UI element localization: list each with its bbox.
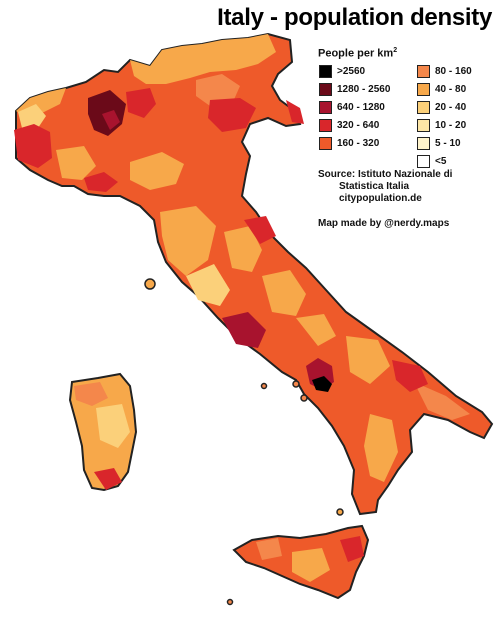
- marche-region: [244, 216, 276, 244]
- ischia-island: [292, 380, 300, 388]
- legend-item-empty: [319, 155, 417, 168]
- source-line-3: citypopulation.de: [339, 193, 422, 204]
- legend-label: 80 - 160: [435, 66, 472, 77]
- abruzzo-region: [262, 270, 306, 316]
- capri-island: [300, 394, 308, 402]
- legend: >2560 80 - 160 1280 - 2560 40 - 80 640 -…: [319, 65, 494, 168]
- veneto-region: [208, 98, 256, 132]
- salento-region: [414, 382, 470, 420]
- sicily-center-region: [292, 548, 330, 582]
- sardinia-center-region: [96, 404, 130, 448]
- source-note: Source: Istituto Nazionale di Statistica…: [318, 169, 493, 205]
- aeolian-island: [336, 508, 344, 516]
- legend-item: 10 - 20: [417, 119, 494, 132]
- author-credit: Map made by @nerdy.maps: [318, 218, 450, 229]
- legend-swatch: [417, 101, 430, 114]
- map-title: Italy - population density: [217, 4, 492, 31]
- legend-swatch: [417, 65, 430, 78]
- source-line-2: Statistica Italia: [339, 181, 410, 192]
- turin-region: [14, 124, 52, 168]
- legend-label: 320 - 640: [337, 120, 380, 131]
- milan-core: [102, 110, 120, 130]
- legend-label: 1280 - 2560: [337, 84, 391, 95]
- lampedusa-island: [226, 598, 234, 606]
- elba-island: [144, 278, 156, 290]
- legend-label: <5: [435, 156, 447, 167]
- cagliari-region: [94, 468, 122, 490]
- legend-label: 20 - 40: [435, 102, 467, 113]
- palermo-region: [256, 538, 282, 560]
- legend-swatch: [319, 137, 332, 150]
- catania-region: [340, 536, 364, 562]
- sardinia-north-region: [74, 382, 108, 406]
- legend-label: 10 - 20: [435, 120, 467, 131]
- legend-label: 640 - 1280: [337, 102, 385, 113]
- legend-item: 640 - 1280: [319, 101, 417, 114]
- trentino-region: [196, 74, 240, 106]
- source-line-1: Source: Istituto Nazionale di: [318, 169, 453, 180]
- legend-label: >2560: [337, 66, 366, 77]
- legend-swatch: [319, 101, 332, 114]
- bari-region: [392, 360, 428, 392]
- legend-label: 40 - 80: [435, 84, 467, 95]
- piedmont-south-region: [56, 146, 96, 180]
- legend-swatch: [319, 83, 332, 96]
- legend-item: 1280 - 2560: [319, 83, 417, 96]
- alps-region: [130, 34, 276, 84]
- legend-swatch: [417, 119, 430, 132]
- aosta-region: [18, 104, 46, 128]
- legend-item: 80 - 160: [417, 65, 494, 78]
- genoa-region: [84, 172, 118, 192]
- calabria-region: [364, 414, 398, 482]
- legend-item: <5: [417, 155, 494, 168]
- legend-item: 5 - 10: [417, 137, 494, 150]
- legend-swatch: [319, 65, 332, 78]
- basilicata-region: [346, 336, 390, 384]
- umbria-region: [224, 226, 262, 272]
- legend-item: 320 - 640: [319, 119, 417, 132]
- legend-label: 5 - 10: [435, 138, 461, 149]
- rome-region: [222, 312, 266, 348]
- legend-swatch: [319, 119, 332, 132]
- legend-item: 40 - 80: [417, 83, 494, 96]
- tuscany-south-region: [186, 264, 230, 306]
- legend-label: 160 - 320: [337, 138, 380, 149]
- legend-swatch: [417, 83, 430, 96]
- mainland-region: [15, 32, 494, 516]
- lombardy-region: [126, 88, 156, 118]
- naples-core: [312, 376, 332, 392]
- molise-region: [296, 314, 336, 346]
- ponza-island: [260, 382, 268, 390]
- legend-heading-superscript: 2: [393, 47, 398, 54]
- legend-swatch: [417, 155, 430, 168]
- legend-item: >2560: [319, 65, 417, 78]
- legend-swatch: [417, 137, 430, 150]
- tuscany-region: [160, 206, 216, 276]
- legend-item: 20 - 40: [417, 101, 494, 114]
- legend-heading-text: People per km: [318, 47, 394, 60]
- legend-item: 160 - 320: [319, 137, 417, 150]
- legend-heading: People per km2: [318, 47, 397, 60]
- emilia-region: [130, 152, 184, 190]
- trieste-region: [286, 100, 304, 124]
